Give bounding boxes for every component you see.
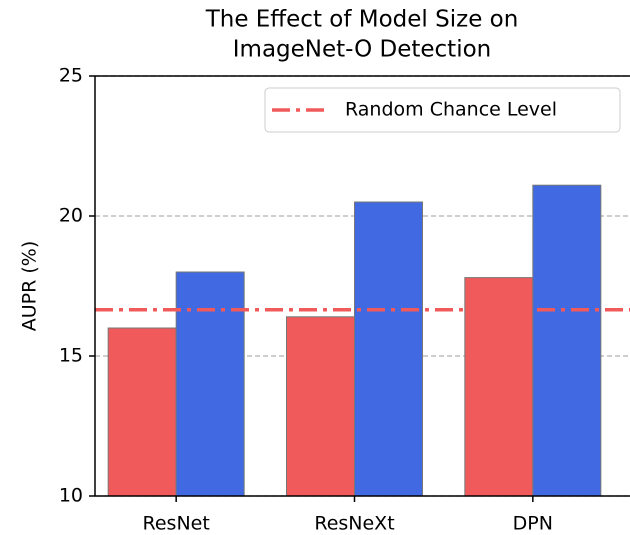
chart-title: ImageNet-O Detection bbox=[233, 37, 492, 63]
y-tick-label: 10 bbox=[59, 485, 83, 507]
y-tick-label: 20 bbox=[59, 205, 83, 227]
x-tick-label: ResNet bbox=[143, 513, 210, 535]
y-axis-label: AUPR (%) bbox=[19, 241, 41, 331]
bar bbox=[354, 201, 423, 497]
bar bbox=[286, 316, 355, 497]
chart-title: The Effect of Model Size on bbox=[205, 7, 519, 33]
x-tick-label: DPN bbox=[513, 513, 553, 535]
legend-label: Random Chance Level bbox=[345, 99, 557, 121]
bar bbox=[532, 184, 602, 497]
bar bbox=[175, 271, 245, 497]
y-tick-label: 25 bbox=[59, 65, 83, 87]
bar bbox=[107, 327, 177, 497]
y-tick-label: 15 bbox=[59, 345, 83, 367]
legend-box bbox=[264, 87, 621, 133]
x-tick-label: ResNeXt bbox=[314, 513, 394, 535]
